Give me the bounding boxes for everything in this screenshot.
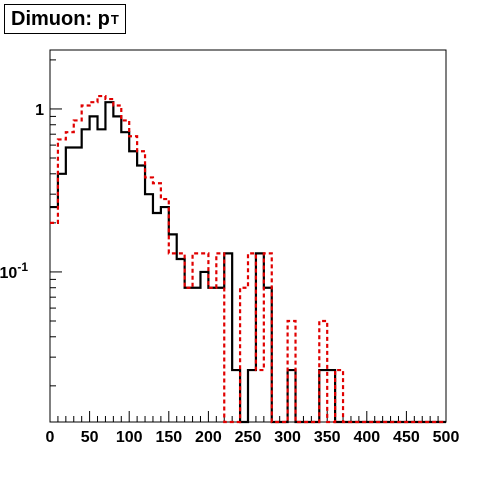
- x-tick-label: 100: [116, 429, 143, 446]
- chart-title-subscript: T: [110, 11, 119, 27]
- x-tick-label: 200: [195, 429, 222, 446]
- x-tick-label: 250: [235, 429, 262, 446]
- series-2-histogram: [50, 94, 446, 424]
- x-tick-label: 0: [46, 429, 55, 446]
- x-tick-label: 300: [274, 429, 301, 446]
- x-tick-label: 400: [353, 429, 380, 446]
- x-tick-label: 500: [433, 429, 460, 446]
- x-tick-label: 450: [393, 429, 420, 446]
- x-tick-label: 350: [314, 429, 341, 446]
- y-tick-label: 10-1: [0, 260, 28, 282]
- series-layer: [50, 94, 446, 424]
- x-tick-label: 50: [81, 429, 99, 446]
- x-tick-label: 150: [155, 429, 182, 446]
- y-axis: 1 10-1: [0, 59, 62, 387]
- series-1-histogram: [50, 101, 446, 424]
- plot-frame: [49, 49, 447, 423]
- y-tick-label: 1: [35, 102, 44, 119]
- chart-title-text: Dimuon: p: [11, 7, 110, 30]
